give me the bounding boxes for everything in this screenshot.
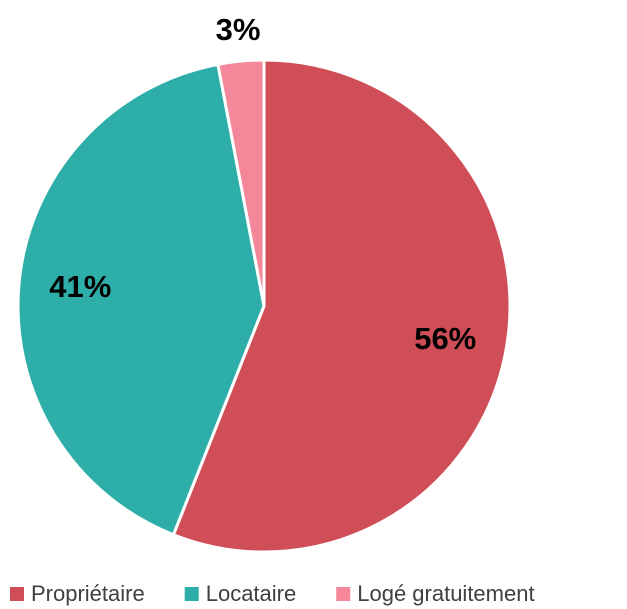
data-label: 41% <box>49 269 111 304</box>
legend-swatch <box>336 587 351 601</box>
legend-label: Propriétaire <box>31 581 145 606</box>
legend-swatch <box>10 587 24 601</box>
pie-slice <box>216 58 266 307</box>
pie-slice <box>16 62 266 537</box>
data-label: 56% <box>414 321 476 356</box>
pie-slice <box>171 58 512 554</box>
legend-swatch <box>184 587 199 601</box>
legend-label: Locataire <box>206 581 297 606</box>
legend-label: Logé gratuitement <box>357 581 534 606</box>
data-label: 3% <box>216 12 261 47</box>
